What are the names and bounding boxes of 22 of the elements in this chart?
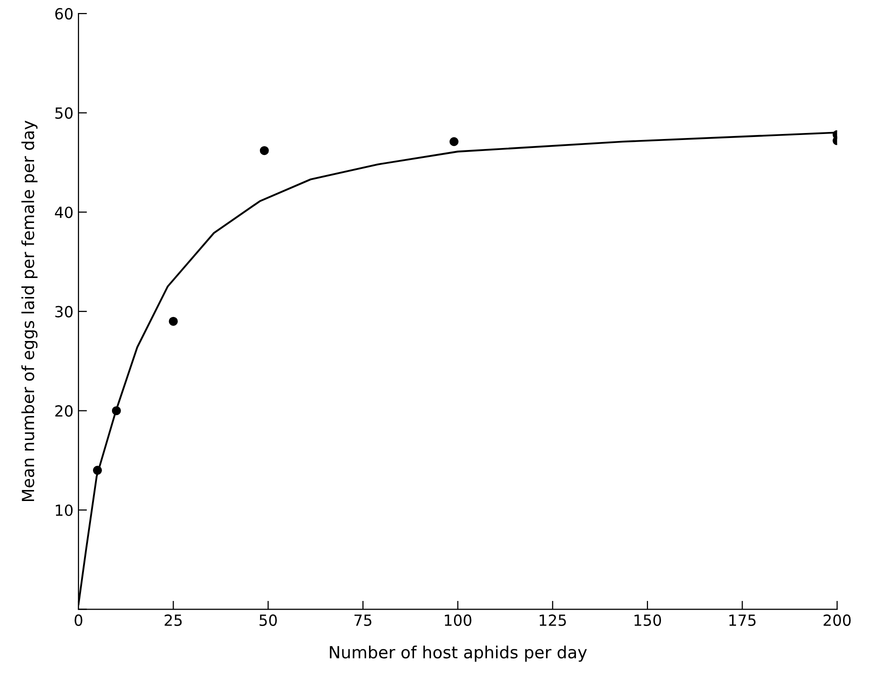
y-tick-label: 30 [55,306,73,318]
point [450,137,459,146]
point [112,406,121,416]
point [168,316,178,326]
y-tick-label: 60 [55,8,73,20]
x-tick-label: 125 [540,614,566,626]
x-tick-label: 175 [729,614,756,626]
x-tick-label: 150 [634,614,662,626]
x-tick-label: 200 [824,614,851,626]
x-tick-label: 25 [164,614,182,626]
y-axis-title: Mean number of eggs laid per female per day [21,120,38,502]
point [92,466,102,475]
x-tick-label: 100 [444,614,472,626]
x-tick-label: 75 [354,614,372,626]
x-tick-label: 0 [74,614,82,626]
y-tick-label: 50 [55,107,73,119]
point [260,146,269,156]
y-tick-label: 20 [55,405,73,417]
x-tick-label: 50 [260,614,277,626]
x-axis-title: Number of host aphids per day [330,646,587,662]
y-tick-label: 10 [56,504,73,516]
y-tick-label: 40 [54,206,73,218]
